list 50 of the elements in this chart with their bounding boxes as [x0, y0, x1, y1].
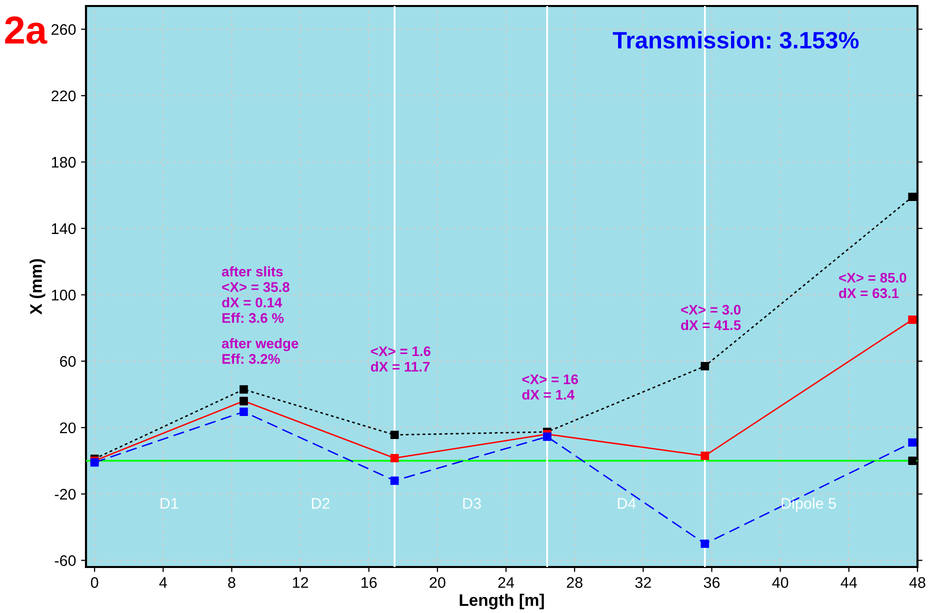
- point: [390, 476, 399, 485]
- annotation: after slits <X> = 35.8 dX = 0.14 Eff: 3.6 %: [222, 266, 290, 323]
- point: [908, 192, 916, 202]
- x-tick-label: 40: [772, 577, 788, 588]
- annotation: D3: [463, 498, 481, 509]
- x-tick-label: 20: [430, 577, 446, 588]
- y-tick-label: -20: [54, 488, 76, 500]
- annotation: D4: [618, 498, 636, 509]
- point: [908, 456, 916, 465]
- annotation: D2: [312, 498, 330, 509]
- x-tick-label: 48: [909, 577, 926, 588]
- annotation: <X> = 16 dX = 1.4: [522, 374, 578, 400]
- y-tick-label: 180: [52, 156, 76, 168]
- x-tick-label: 12: [292, 577, 308, 588]
- chart-title: 2a: [5, 16, 48, 44]
- point: [240, 408, 248, 416]
- x-tick-label: 0: [90, 577, 98, 588]
- y-tick-label: 100: [52, 290, 76, 300]
- x-tick-label: 24: [498, 577, 514, 588]
- annotation: <X> = 85.0 dX = 63.1: [839, 272, 906, 298]
- x-tick-label: 28: [566, 577, 582, 588]
- y-tick-label: 220: [52, 90, 76, 102]
- annotation: <X> = 3.0 dX = 41.5: [681, 304, 741, 330]
- point: [543, 432, 552, 441]
- y-axis-title: X (mm): [30, 259, 46, 315]
- y-tick-label: -60: [54, 555, 76, 566]
- point: [700, 362, 710, 370]
- point: [240, 385, 248, 394]
- x-tick-label: 36: [704, 577, 720, 588]
- x-tick-label: 44: [840, 577, 857, 588]
- x-tick-label: 32: [635, 577, 651, 588]
- x-axis-title: Length [m]: [460, 594, 544, 610]
- point: [700, 540, 710, 548]
- point: [700, 452, 710, 460]
- x-tick-label: 16: [362, 577, 377, 588]
- annotation: D1: [160, 498, 178, 509]
- y-tick-label: 60: [60, 356, 76, 367]
- annotation: after wedge Eff: 3.2%: [222, 338, 298, 364]
- point: [908, 438, 916, 447]
- y-tick-label: 20: [60, 422, 76, 434]
- y-tick-label: 260: [52, 24, 76, 35]
- y-tick-label: 140: [52, 223, 76, 234]
- annotation: <X> = 1.6 dX = 11.7: [370, 346, 430, 372]
- text: Transmission: 3.153%: [612, 31, 859, 49]
- point: [390, 454, 399, 462]
- point: [908, 316, 916, 324]
- x-tick-label: 8: [228, 577, 236, 588]
- point: [390, 430, 399, 440]
- x-tick-label: 4: [159, 577, 167, 588]
- annotation: Dipole 5: [782, 498, 836, 512]
